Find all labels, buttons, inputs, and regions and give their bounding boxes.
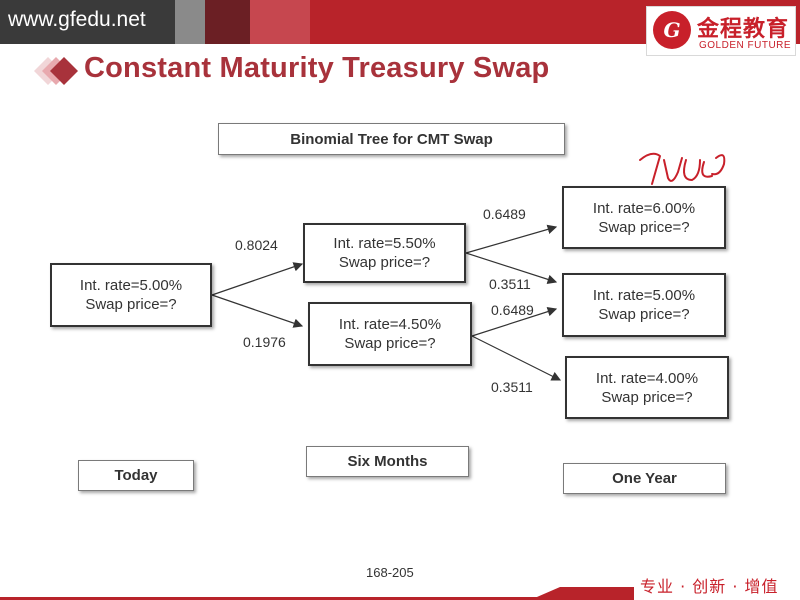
node-price: Swap price=? bbox=[598, 218, 690, 236]
handwritten-annotation bbox=[639, 152, 726, 185]
logo-badge-icon: G bbox=[653, 11, 691, 49]
node-price: Swap price=? bbox=[85, 296, 177, 313]
branch-upper-up bbox=[465, 224, 558, 254]
banner-segment bbox=[0, 0, 175, 44]
branch-upper-down bbox=[465, 252, 558, 284]
node-price: Swap price=? bbox=[338, 254, 431, 271]
branch-root-down bbox=[211, 294, 304, 328]
company-logo: G 金程教育 GOLDEN FUTURE bbox=[646, 6, 796, 56]
tree-title-box: Binomial Tree for CMT Swap bbox=[218, 123, 565, 155]
banner-segment bbox=[205, 0, 250, 44]
logo-chinese-name: 金程教育 bbox=[697, 17, 790, 42]
prob-lower-up: 0.6489 bbox=[491, 302, 534, 318]
node-mid-up: Int. rate=5.50% Swap price=? bbox=[303, 223, 466, 283]
site-url[interactable]: www.gfedu.net bbox=[8, 8, 146, 31]
title-diamond-icon bbox=[34, 57, 78, 85]
node-mid-down: Int. rate=4.50% Swap price=? bbox=[308, 302, 472, 366]
prob-root-up: 0.8024 bbox=[235, 237, 278, 253]
node-price: Swap price=? bbox=[344, 335, 436, 352]
banner-segment bbox=[175, 0, 205, 44]
node-end-up: Int. rate=6.00% Swap price=? bbox=[562, 186, 726, 249]
time-label-six-months: Six Months bbox=[306, 446, 469, 477]
banner-segment bbox=[250, 0, 310, 44]
node-rate: Int. rate=5.50% bbox=[333, 235, 436, 252]
node-rate: Int. rate=6.00% bbox=[592, 199, 696, 217]
footer-bar bbox=[0, 587, 800, 600]
node-rate: Int. rate=4.50% bbox=[338, 316, 442, 333]
node-rate: Int. rate=5.00% bbox=[592, 287, 696, 304]
branch-lower-down bbox=[471, 335, 562, 381]
node-rate: Int. rate=5.00% bbox=[79, 277, 183, 294]
node-end-down: Int. rate=4.00% Swap price=? bbox=[565, 356, 729, 419]
prob-root-down: 0.1976 bbox=[243, 334, 286, 350]
page-number: 168-205 bbox=[366, 565, 414, 580]
node-rate: Int. rate=4.00% bbox=[595, 369, 699, 387]
footer-slogan: 专业 · 创新 · 增值 bbox=[634, 574, 800, 600]
branch-root-up bbox=[211, 262, 304, 296]
slide-title: Constant Maturity Treasury Swap bbox=[84, 52, 550, 84]
time-label-today: Today bbox=[78, 460, 194, 491]
time-label-one-year: One Year bbox=[563, 463, 726, 494]
branch-lower-up bbox=[471, 307, 558, 337]
prob-upper-down: 0.3511 bbox=[489, 276, 531, 292]
node-price: Swap price=? bbox=[601, 388, 693, 406]
node-root: Int. rate=5.00% Swap price=? bbox=[50, 263, 212, 327]
logo-english-name: GOLDEN FUTURE bbox=[699, 40, 792, 51]
prob-upper-up: 0.6489 bbox=[483, 206, 526, 222]
node-price: Swap price=? bbox=[598, 306, 690, 323]
prob-lower-down: 0.3511 bbox=[491, 379, 533, 395]
node-end-mid: Int. rate=5.00% Swap price=? bbox=[562, 273, 726, 337]
